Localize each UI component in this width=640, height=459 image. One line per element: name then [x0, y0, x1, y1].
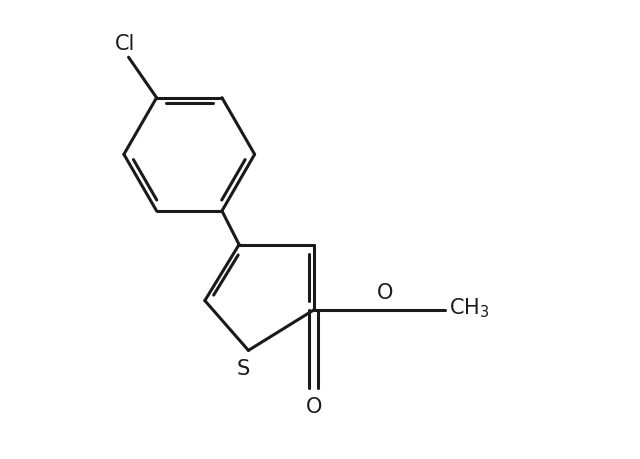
Text: CH$_3$: CH$_3$	[449, 296, 490, 319]
Text: O: O	[305, 397, 322, 417]
Text: Cl: Cl	[115, 34, 136, 54]
Text: S: S	[237, 358, 250, 378]
Text: O: O	[377, 283, 394, 303]
